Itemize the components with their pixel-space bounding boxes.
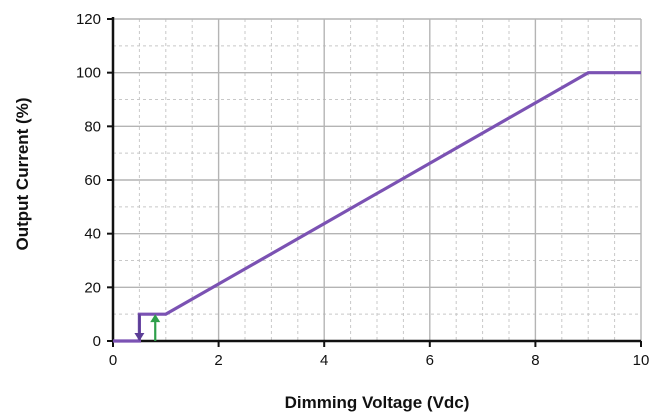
minor-grid <box>113 19 641 341</box>
axes <box>107 17 642 347</box>
y-tick-label: 0 <box>93 333 101 350</box>
hysteresis-arrows <box>134 314 161 341</box>
x-axis-title: Dimming Voltage (Vdc) <box>285 393 470 412</box>
y-tick-labels: 0 20 40 60 80 100 120 <box>76 11 101 350</box>
series-group <box>112 71 642 343</box>
down-arrow <box>134 314 145 341</box>
up-arrow <box>150 314 161 341</box>
major-grid <box>113 18 642 341</box>
x-tick-label: 0 <box>109 352 117 369</box>
x-tick-label: 6 <box>426 352 434 369</box>
y-tick-label: 40 <box>84 226 101 243</box>
series-line <box>113 71 641 343</box>
y-tick-label: 100 <box>76 65 101 82</box>
x-tick-labels: 0 2 4 6 8 10 <box>109 352 650 369</box>
x-tick-label: 8 <box>531 352 539 369</box>
x-tick-label: 10 <box>633 352 650 369</box>
arrow-head <box>150 314 161 323</box>
y-tick-label: 20 <box>84 279 101 296</box>
y-tick-label: 60 <box>84 172 101 189</box>
x-tick-label: 2 <box>214 352 222 369</box>
y-tick-label: 80 <box>84 118 101 135</box>
x-tick-label: 4 <box>320 352 328 369</box>
y-axis-title: Output Current (%) <box>13 98 32 251</box>
arrow-head <box>134 333 145 341</box>
y-tick-label: 120 <box>76 11 101 28</box>
